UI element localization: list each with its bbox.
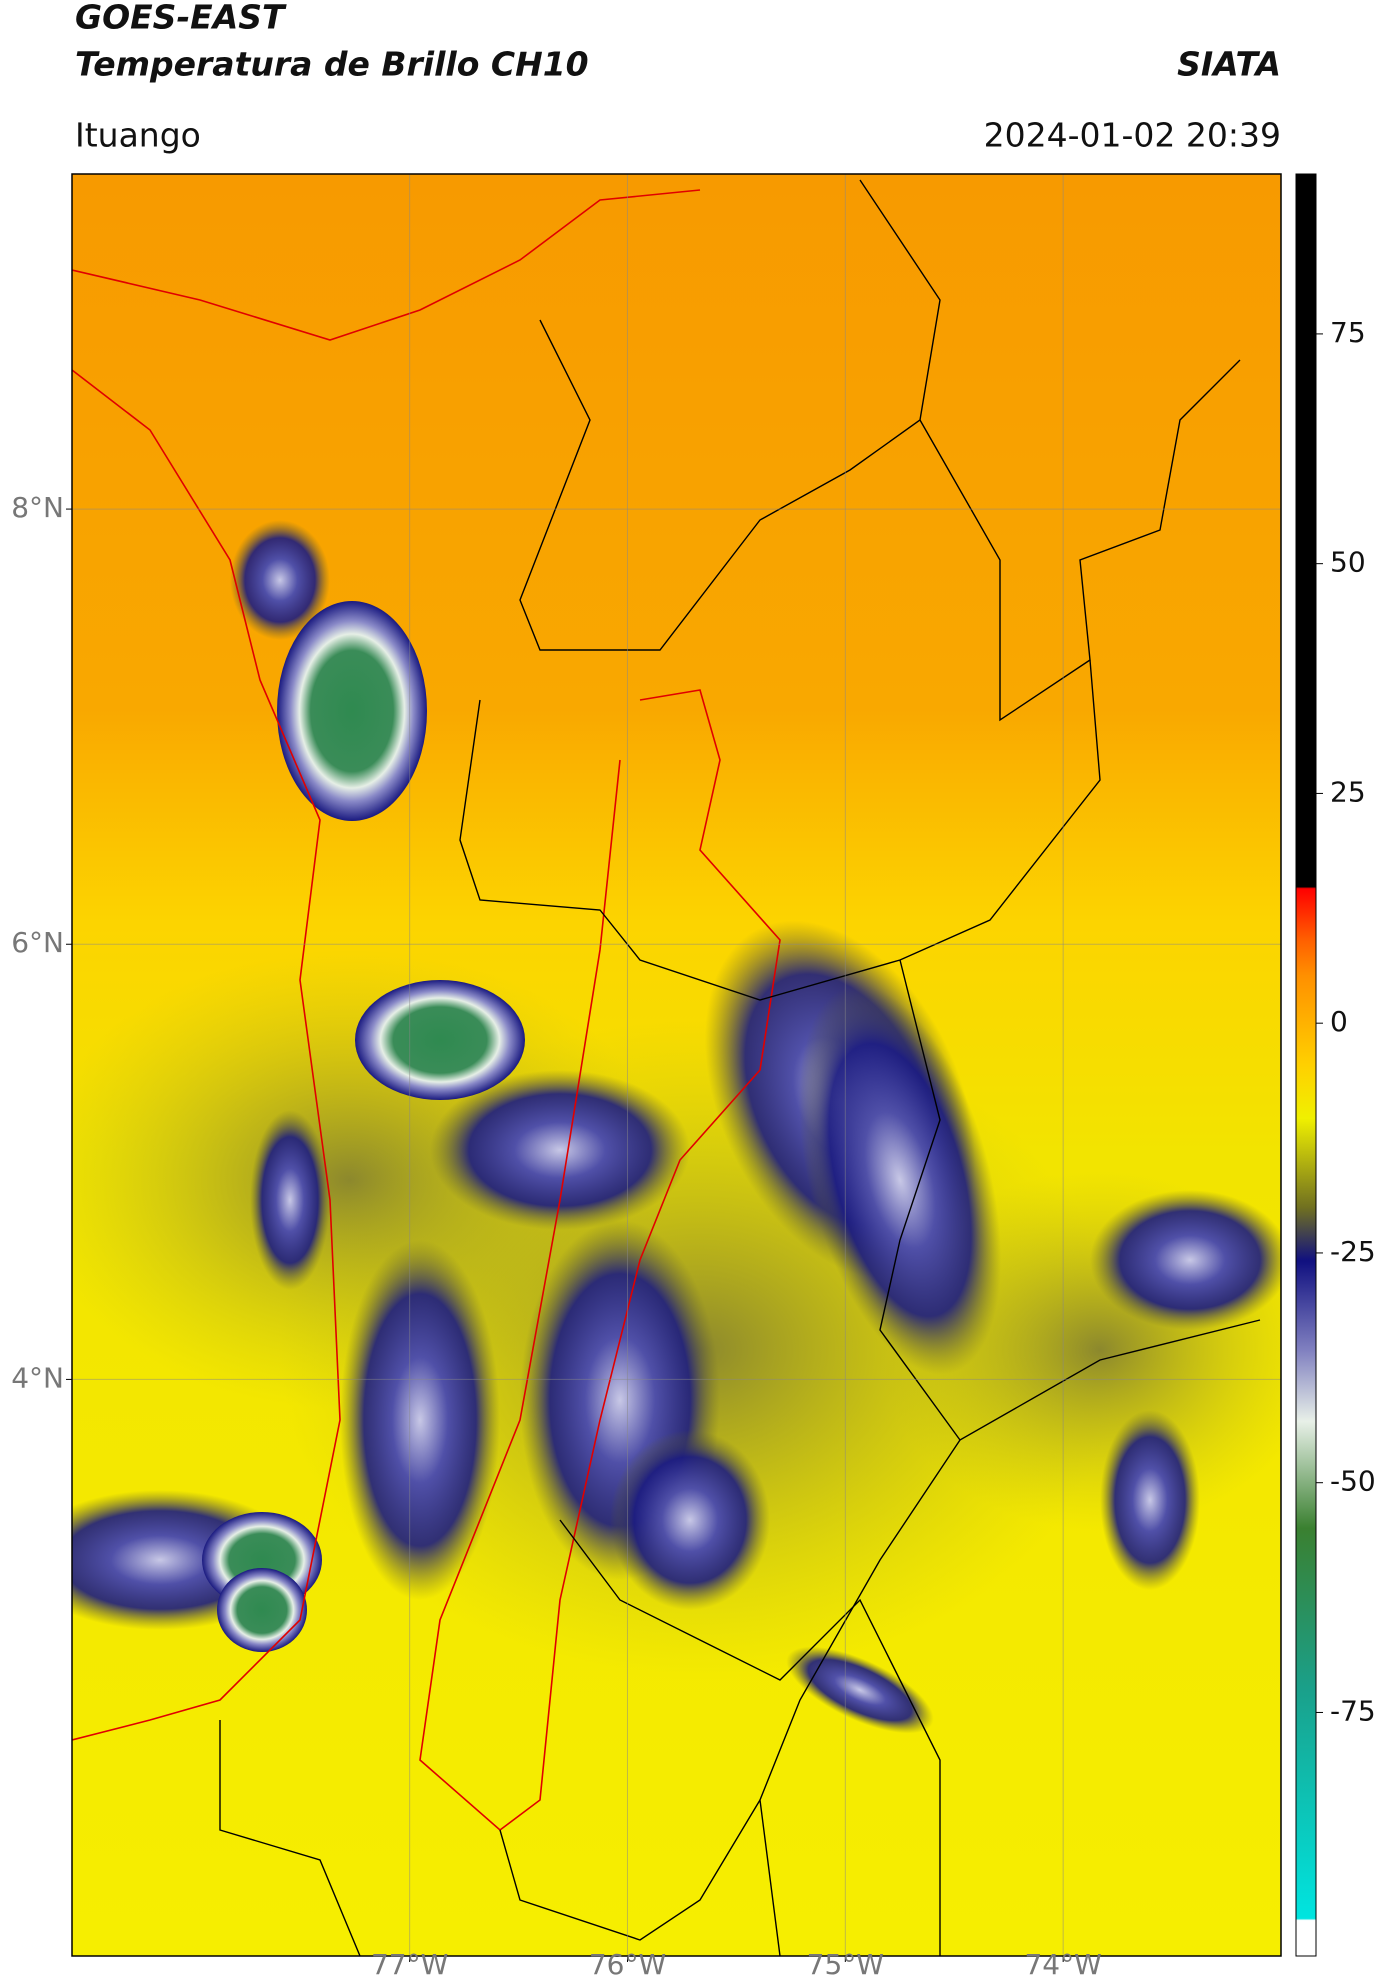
colorbar-tick-label: -25 xyxy=(1330,1235,1376,1268)
map-field xyxy=(72,174,1281,1956)
colorbar xyxy=(1295,173,1317,1957)
colorbar-tick-label: 50 xyxy=(1330,546,1366,579)
colorbar-tick-label: -50 xyxy=(1330,1465,1376,1498)
colorbar-tick-label: -75 xyxy=(1330,1694,1376,1727)
title: GOES-EAST xyxy=(75,0,287,37)
colorbar-tick-label: 25 xyxy=(1330,775,1366,808)
colorbar-tick-label: 0 xyxy=(1330,1005,1348,1038)
y-tick-label: 6°N xyxy=(11,926,64,959)
y-tick-label: 4°N xyxy=(11,1361,64,1394)
grid xyxy=(72,174,1281,1956)
x-tick-label: 75°W xyxy=(807,1948,884,1981)
x-tick-label: 74°W xyxy=(1024,1948,1101,1981)
subtitle: Temperatura de Brillo CH10 xyxy=(75,45,589,84)
colorbar-tick-label: 75 xyxy=(1330,316,1366,349)
map-frame xyxy=(71,173,1282,1957)
datetime: 2024-01-02 20:39 xyxy=(984,116,1281,155)
source: SIATA xyxy=(1177,45,1281,84)
y-tick-label: 8°N xyxy=(11,491,64,524)
x-tick-label: 77°W xyxy=(371,1948,448,1981)
location: Ituango xyxy=(75,116,201,155)
x-tick-label: 76°W xyxy=(589,1948,666,1981)
